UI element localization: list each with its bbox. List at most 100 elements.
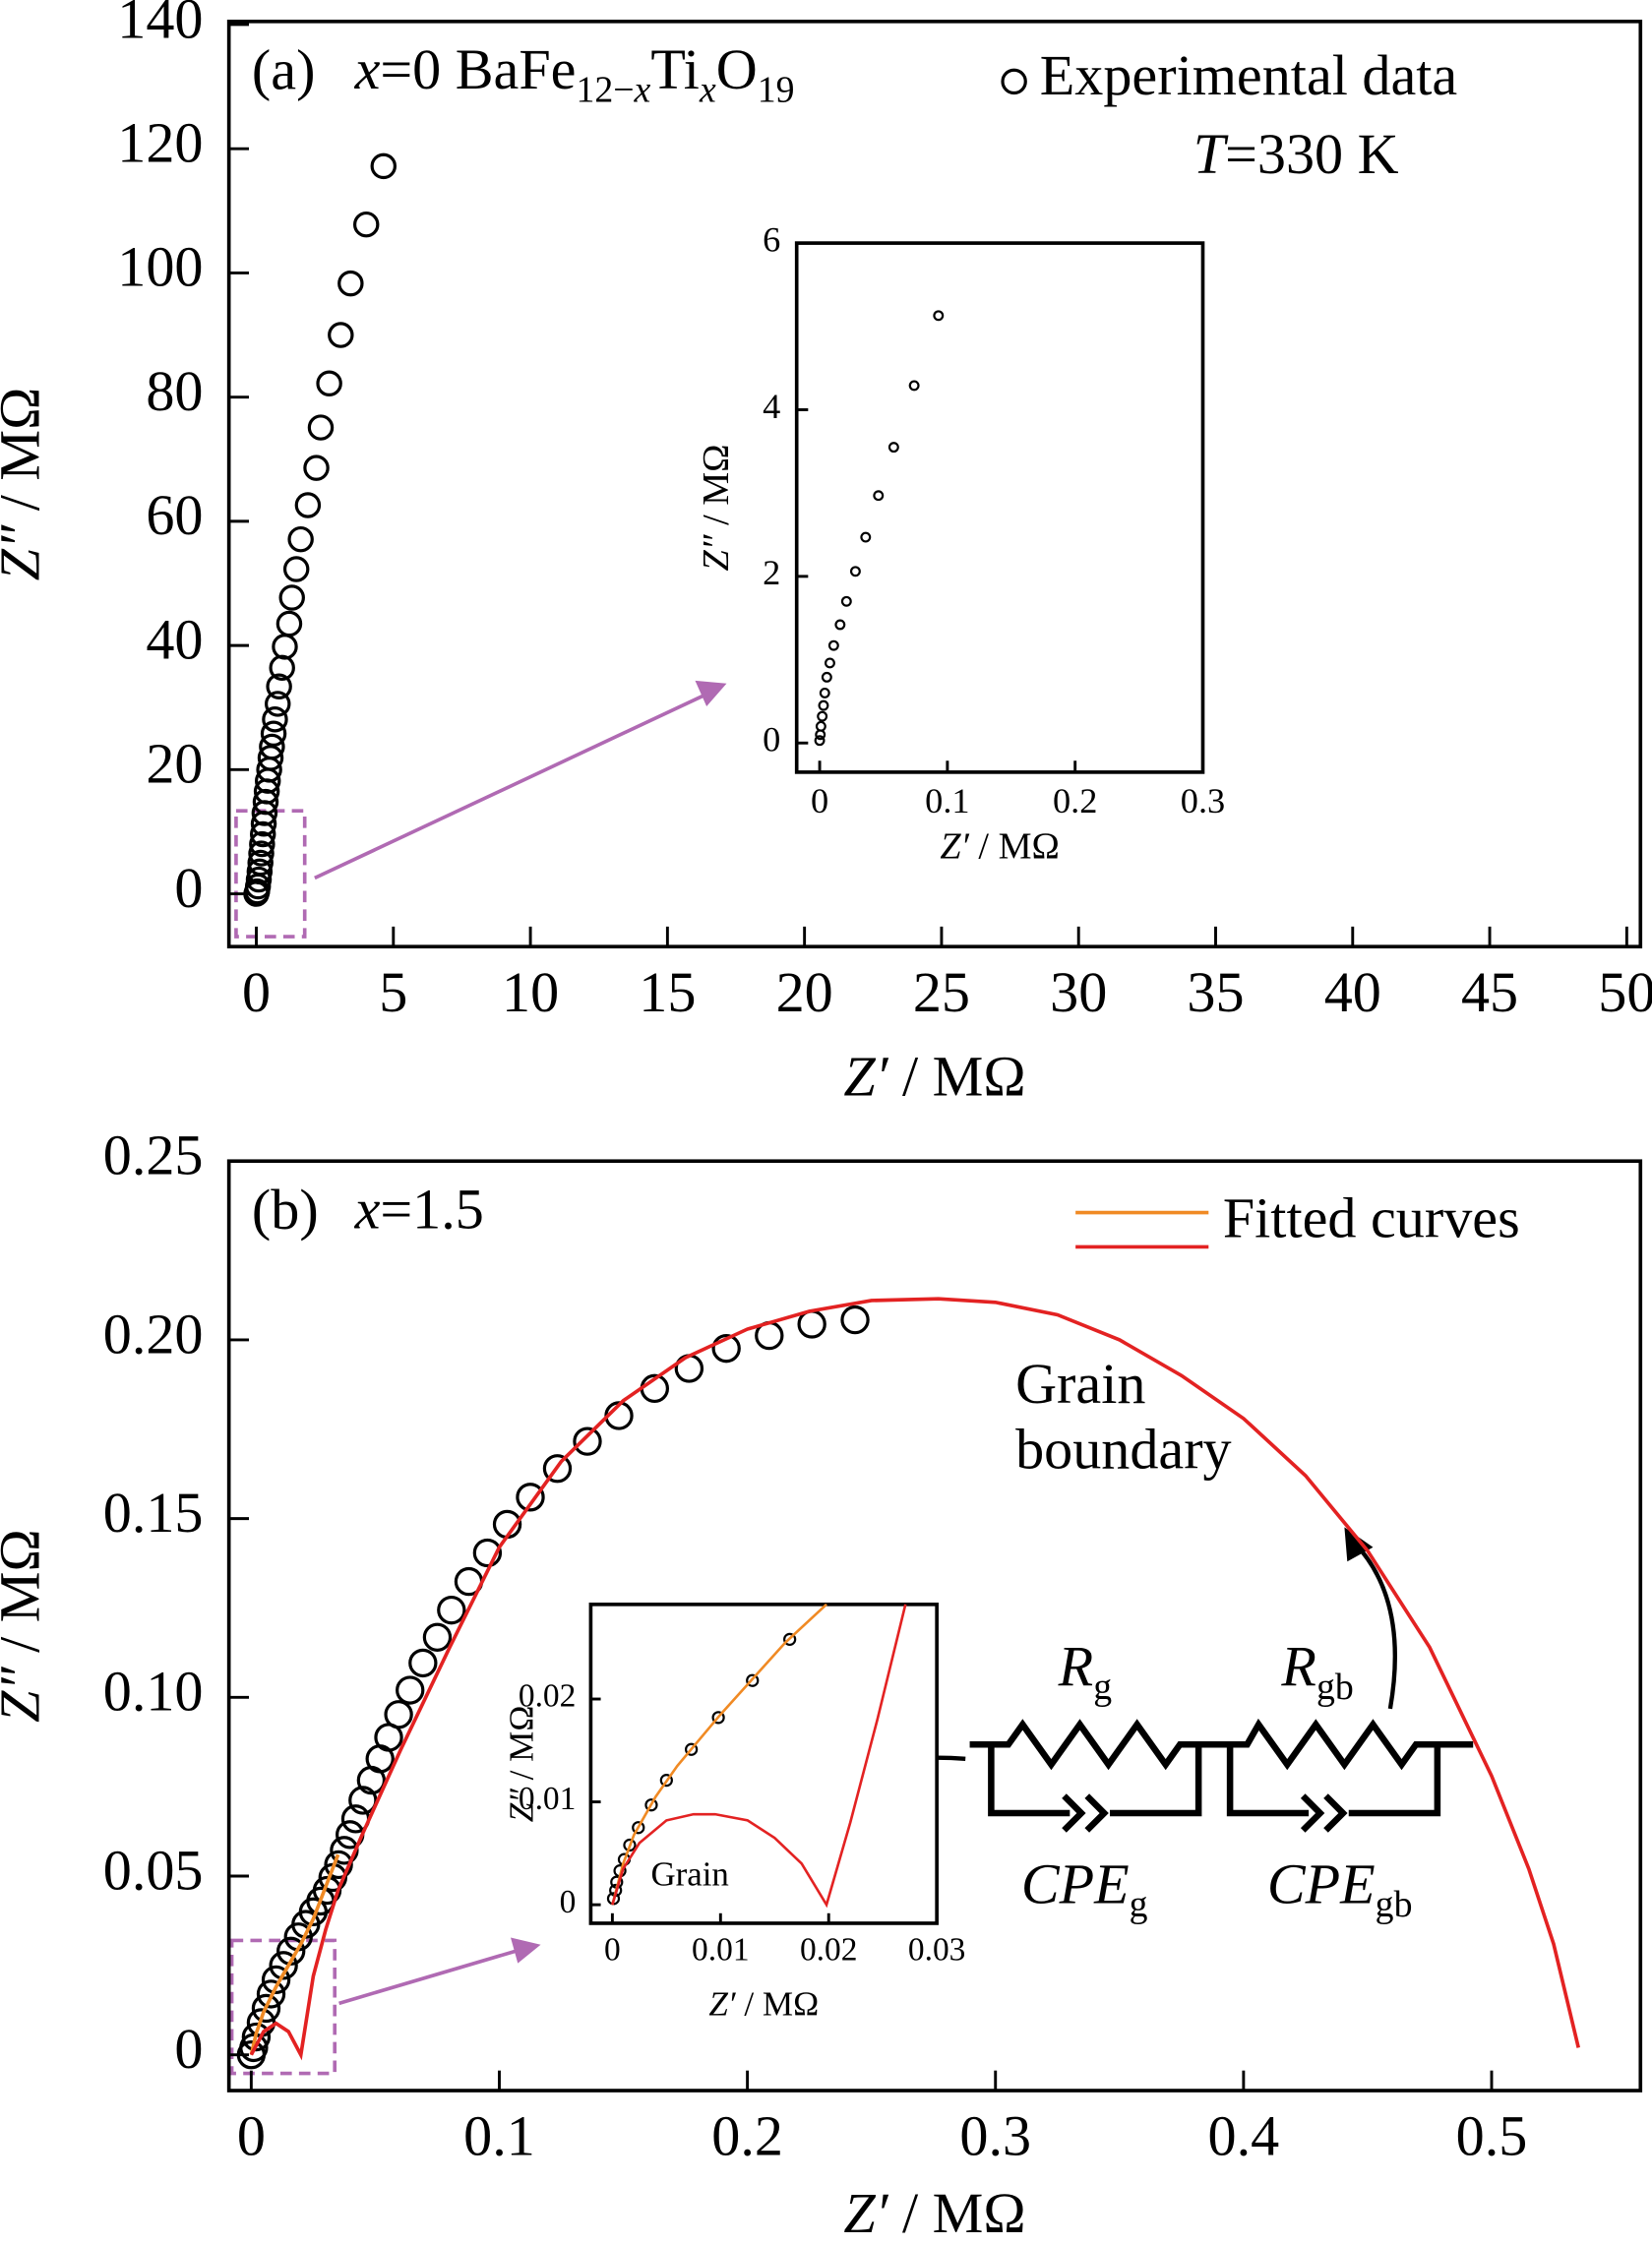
text-part: x bbox=[354, 1178, 381, 1242]
text-part: CPE bbox=[1267, 1852, 1376, 1916]
panel-label: (b) bbox=[252, 1178, 319, 1242]
text-part: Z″ bbox=[0, 524, 52, 580]
data-point bbox=[821, 671, 832, 683]
text-part: / MΩ bbox=[503, 1706, 541, 1790]
x-tick-label: 0.03 bbox=[908, 1932, 966, 1969]
panel-label: (a) bbox=[252, 37, 316, 101]
plot-frame bbox=[226, 19, 1643, 949]
x-tick-label: 0 bbox=[237, 2104, 266, 2168]
data-point bbox=[933, 310, 945, 322]
inset-background bbox=[590, 1604, 938, 1923]
data-point bbox=[261, 1965, 291, 1995]
y-axis-label: Z″ / MΩ bbox=[696, 444, 737, 571]
x-tick-label: 0.2 bbox=[711, 2104, 783, 2168]
data-point bbox=[632, 1821, 645, 1835]
text-part: / MΩ bbox=[0, 1529, 52, 1667]
data-point bbox=[437, 1595, 466, 1625]
text-part: boundary bbox=[1015, 1418, 1232, 1482]
data-point bbox=[236, 2040, 267, 2070]
x-tick-label: 0 bbox=[242, 960, 271, 1024]
y-tick-label: 60 bbox=[146, 483, 203, 547]
y-axis-label: Z″ / MΩ bbox=[0, 388, 52, 581]
text-part: / MΩ bbox=[736, 1985, 820, 2024]
text-part: Z′ bbox=[940, 825, 969, 867]
zoom-arrow bbox=[338, 1948, 519, 2006]
cpe-symbols bbox=[1062, 1793, 1348, 1833]
data-point bbox=[827, 639, 839, 651]
text-part: Grain bbox=[1015, 1352, 1145, 1416]
y-tick-label: 0.02 bbox=[519, 1678, 577, 1715]
text-part: x bbox=[634, 69, 651, 110]
data-point bbox=[659, 1774, 673, 1788]
text-part: x bbox=[699, 69, 716, 110]
annotation: Rg bbox=[1058, 1635, 1113, 1708]
data-point bbox=[251, 800, 278, 826]
data-point bbox=[818, 699, 829, 711]
data-point bbox=[241, 2022, 272, 2052]
x-tick-label: 0.3 bbox=[959, 2104, 1031, 2168]
text-part: Grain bbox=[650, 1854, 728, 1893]
text-part: Ti bbox=[650, 37, 700, 101]
y-tick-label: 0 bbox=[174, 856, 203, 920]
x-tick-label: 0.4 bbox=[1208, 2104, 1280, 2168]
arrow-head bbox=[1344, 1527, 1374, 1562]
data-point bbox=[269, 1951, 298, 1980]
x-tick-label: 45 bbox=[1461, 960, 1518, 1024]
y-axis-label: Z″ / MΩ bbox=[503, 1706, 541, 1823]
text-part: / MΩ bbox=[887, 1045, 1025, 1109]
y-tick-label: 2 bbox=[763, 553, 780, 592]
data-point bbox=[814, 735, 826, 747]
data-point bbox=[251, 1993, 281, 2024]
x-axis-label: Z′ / MΩ bbox=[940, 825, 1060, 867]
annotation: CPEgb bbox=[1267, 1852, 1413, 1925]
x-tick-label: 25 bbox=[913, 960, 970, 1024]
legend-label: Fitted curves bbox=[1223, 1186, 1520, 1250]
x-tick-label: 5 bbox=[379, 960, 407, 1024]
y-tick-label: 140 bbox=[117, 0, 203, 50]
text-part: gb bbox=[1376, 1884, 1413, 1925]
data-point bbox=[873, 490, 885, 502]
data-point bbox=[860, 531, 872, 543]
data-point bbox=[370, 152, 397, 180]
legend-marker bbox=[1001, 68, 1027, 95]
text-part: g bbox=[1130, 1884, 1148, 1925]
text-part: / MΩ bbox=[969, 825, 1060, 867]
plot-frame bbox=[794, 241, 1205, 774]
panel-title: x=0 BaFe12−xTixO19 bbox=[354, 37, 795, 110]
text-part: O bbox=[716, 37, 758, 101]
text-part: x bbox=[354, 37, 381, 101]
data-point bbox=[294, 492, 322, 518]
x-tick-label: 40 bbox=[1324, 960, 1381, 1024]
text-part: T bbox=[1193, 122, 1229, 186]
fit-curve bbox=[249, 1297, 1580, 2061]
data-point bbox=[408, 1648, 438, 1678]
x-tick-label: 0.1 bbox=[463, 2104, 535, 2168]
text-part: / MΩ bbox=[0, 388, 52, 525]
data-point bbox=[243, 880, 270, 907]
text-part: Z″ bbox=[503, 1789, 541, 1823]
data-point bbox=[746, 1673, 760, 1687]
x-tick-label: 0 bbox=[604, 1932, 621, 1969]
data-point bbox=[825, 657, 835, 669]
x-tick-label: 50 bbox=[1598, 960, 1652, 1024]
data-point bbox=[316, 370, 342, 396]
text-part: Z″ bbox=[696, 533, 737, 571]
data-point bbox=[516, 1483, 545, 1512]
zoom-box bbox=[229, 1938, 337, 2076]
x-tick-label: 20 bbox=[776, 960, 833, 1024]
data-point bbox=[422, 1622, 453, 1652]
annotation: Grain bbox=[1015, 1352, 1145, 1416]
fit-curve bbox=[611, 1603, 827, 1906]
data-point bbox=[307, 414, 335, 441]
data-point bbox=[352, 211, 380, 238]
x-tick-label: 30 bbox=[1050, 960, 1107, 1024]
y-tick-label: 0 bbox=[174, 2017, 203, 2081]
text-part: / MΩ bbox=[887, 2181, 1025, 2245]
annotation: T=330 K bbox=[1193, 122, 1399, 186]
arrow-head bbox=[695, 680, 727, 707]
text-part: R bbox=[1280, 1635, 1316, 1699]
cpe-wires bbox=[988, 1744, 1441, 1817]
data-point bbox=[324, 1850, 353, 1880]
zoom-box bbox=[234, 809, 307, 939]
